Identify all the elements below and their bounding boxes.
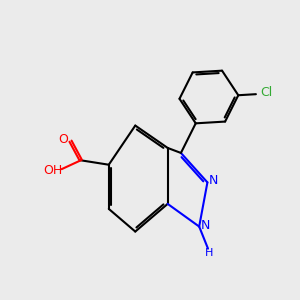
Text: H: H	[205, 248, 214, 258]
Text: O: O	[58, 133, 68, 146]
Text: N: N	[200, 219, 210, 232]
Text: OH: OH	[43, 164, 62, 177]
Text: Cl: Cl	[260, 86, 272, 99]
Text: N: N	[209, 174, 219, 188]
